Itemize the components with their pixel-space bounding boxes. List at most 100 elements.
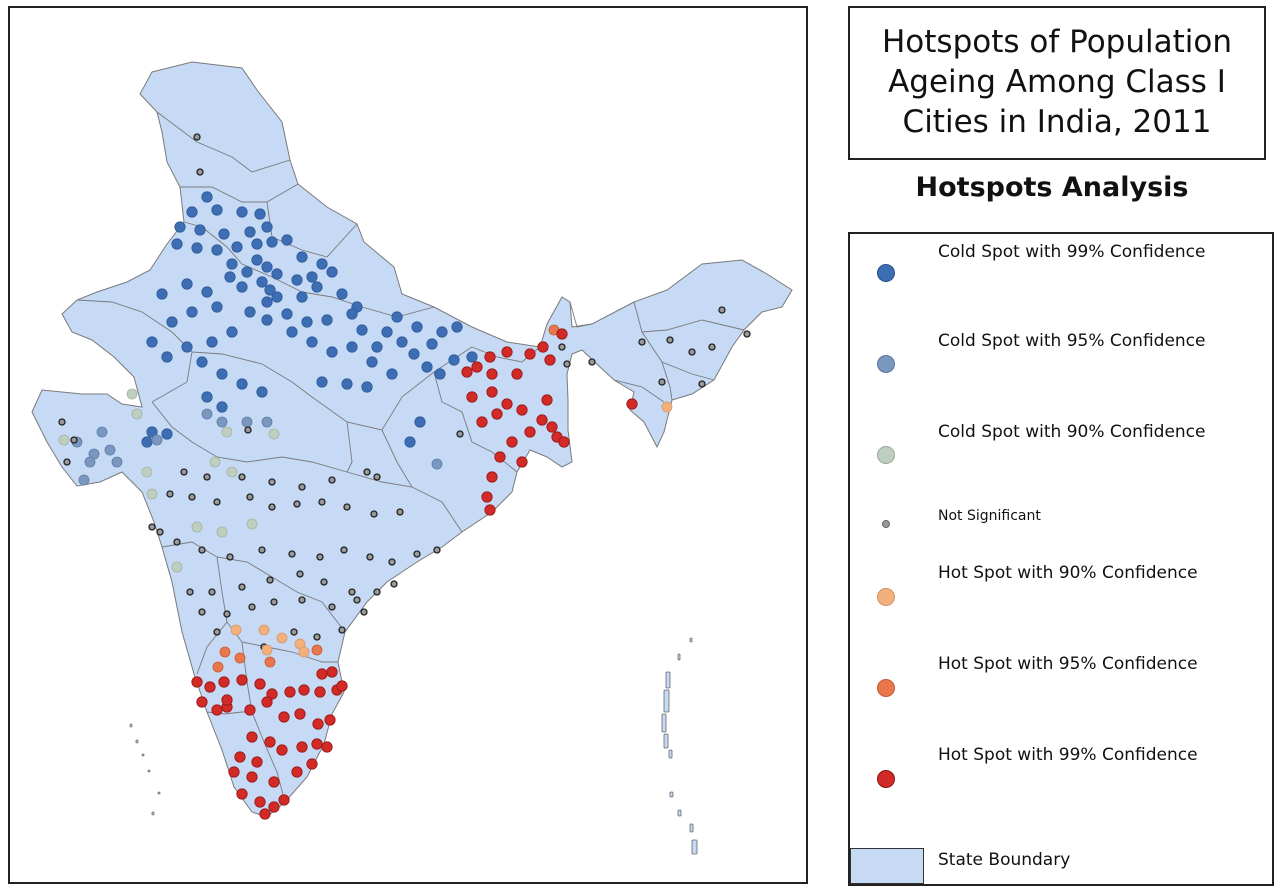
legend-label-state-boundary: State Boundary	[938, 850, 1071, 870]
state-boundary-line	[151, 401, 463, 533]
state-boundary-line	[191, 346, 473, 431]
island	[129, 723, 133, 728]
island	[665, 671, 671, 689]
city-point-cold99	[216, 368, 228, 380]
city-point-cold99	[281, 308, 293, 320]
city-point-hot99	[537, 341, 549, 353]
city-point-ns	[340, 546, 348, 554]
city-point-ns	[196, 168, 204, 176]
city-point-ns	[296, 570, 304, 578]
state-boundary-line	[241, 641, 286, 803]
city-point-cold99	[404, 436, 416, 448]
city-point-hot99	[324, 714, 336, 726]
city-point-ns	[186, 588, 194, 596]
city-point-cold90	[226, 466, 238, 478]
city-point-hot99	[336, 680, 348, 692]
city-point-hot99	[284, 686, 296, 698]
city-point-ns	[373, 473, 381, 481]
city-point-cold99	[236, 206, 248, 218]
city-point-hot99	[268, 801, 280, 813]
city-point-ns	[316, 553, 324, 561]
city-point-cold99	[361, 381, 373, 393]
city-point-hot99	[506, 436, 518, 448]
city-point-cold99	[201, 191, 213, 203]
city-point-hot99	[266, 688, 278, 700]
city-point-hot99	[204, 681, 216, 693]
city-point-cold90	[126, 388, 138, 400]
city-point-cold99	[426, 338, 438, 350]
city-point-hot99	[246, 731, 258, 743]
city-point-hot99	[236, 788, 248, 800]
legend: Cold Spot with 99% Confidence Cold Spot …	[848, 232, 1274, 886]
state-boundary-line	[216, 556, 338, 663]
city-point-hot99	[486, 368, 498, 380]
legend-label-ns: Not Significant	[938, 508, 1041, 524]
city-point-hot99	[471, 361, 483, 373]
city-point-hot99	[626, 398, 638, 410]
island	[677, 653, 681, 661]
legend-label-cold99: Cold Spot with 99% Confidence	[938, 242, 1206, 262]
city-point-ns	[338, 626, 346, 634]
island	[151, 811, 155, 816]
city-point-cold99	[254, 208, 266, 220]
city-point-cold99	[156, 288, 168, 300]
city-point-hot99	[476, 416, 488, 428]
city-point-ns	[373, 588, 381, 596]
city-point-hot99	[316, 668, 328, 680]
city-point-ns	[743, 330, 751, 338]
city-point-cold95	[104, 444, 116, 456]
legend-item-state-boundary: State Boundary	[850, 848, 1274, 884]
city-point-cold99	[251, 238, 263, 250]
city-point-cold99	[316, 376, 328, 388]
city-point-ns	[370, 510, 378, 518]
legend-label-hot95: Hot Spot with 95% Confidence	[938, 654, 1198, 674]
city-point-hot95	[311, 644, 323, 656]
city-point-hot99	[466, 391, 478, 403]
city-point-cold99	[411, 321, 423, 333]
city-point-cold99	[466, 351, 478, 363]
city-point-ns	[298, 596, 306, 604]
city-point-hot99	[234, 751, 246, 763]
city-point-hot99	[276, 744, 288, 756]
city-point-ns	[270, 598, 278, 606]
city-point-hot99	[311, 738, 323, 750]
city-point-cold99	[191, 242, 203, 254]
map-frame	[8, 6, 808, 884]
city-point-ns	[320, 578, 328, 586]
city-point-cold99	[301, 316, 313, 328]
island	[663, 689, 670, 713]
city-point-cold90	[246, 518, 258, 530]
city-points	[58, 133, 751, 820]
city-point-ns	[688, 348, 696, 356]
state-boundary-line	[569, 301, 593, 328]
city-point-hot99	[484, 504, 496, 516]
city-point-ns	[246, 493, 254, 501]
city-point-ns	[268, 503, 276, 511]
city-point-hot99	[251, 756, 263, 768]
city-point-ns	[213, 628, 221, 636]
city-point-cold99	[166, 316, 178, 328]
state-boundary-line	[180, 183, 299, 203]
city-point-hot90	[276, 632, 288, 644]
city-point-ns	[290, 628, 298, 636]
state-boundary-line	[613, 379, 665, 403]
city-point-ns	[226, 553, 234, 561]
city-point-hot95	[264, 656, 276, 668]
legend-label-hot99: Hot Spot with 99% Confidence	[938, 745, 1198, 765]
city-point-cold99	[226, 326, 238, 338]
city-point-cold99	[256, 386, 268, 398]
island	[135, 739, 139, 744]
city-point-ns	[658, 378, 666, 386]
city-point-ns	[58, 418, 66, 426]
city-point-hot90	[230, 624, 242, 636]
city-point-ns	[563, 360, 571, 368]
city-point-hot99	[254, 678, 266, 690]
city-point-cold95	[151, 434, 163, 446]
city-point-hot99	[516, 404, 528, 416]
city-point-cold99	[386, 368, 398, 380]
city-point-hot99	[536, 414, 548, 426]
city-point-cold99	[161, 351, 173, 363]
island	[689, 637, 693, 643]
city-point-cold99	[146, 336, 158, 348]
city-point-ns	[708, 343, 716, 351]
